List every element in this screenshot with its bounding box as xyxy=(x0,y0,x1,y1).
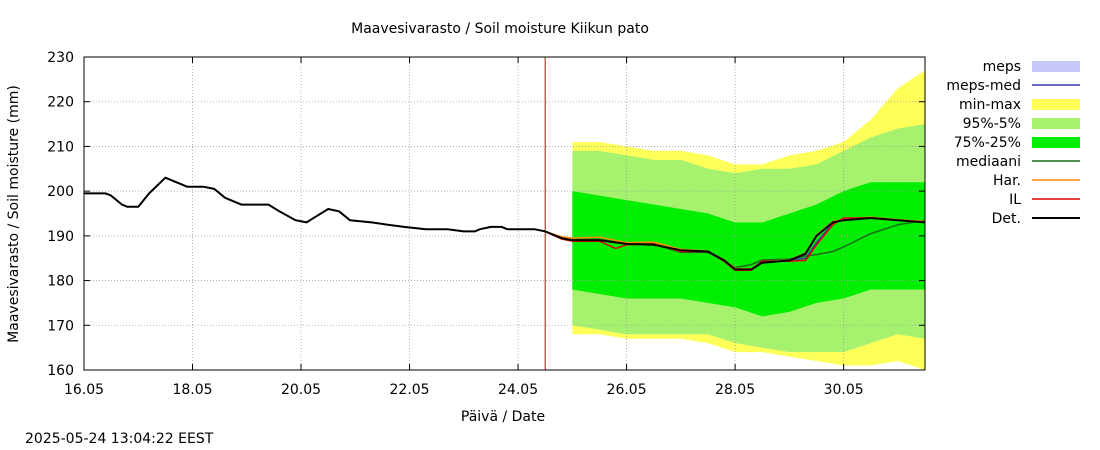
x-tick-label: 18.05 xyxy=(172,382,212,398)
x-tick-label: 24.05 xyxy=(498,382,538,398)
y-tick-label: 200 xyxy=(47,184,74,200)
legend-label: IL xyxy=(1009,192,1021,208)
legend-swatch xyxy=(1032,118,1080,129)
legend: meps meps-med min-max 95%-5% 75%-25% mediaani… xyxy=(946,59,1080,227)
y-tick-label: 220 xyxy=(47,95,74,111)
x-axis-ticks: 16.05 18.05 20.05 22.05 24.05 26.05 28.05 30.05 xyxy=(64,382,864,398)
plot-frame xyxy=(83,56,926,371)
legend-label: min-max xyxy=(959,97,1021,113)
x-tick-label: 30.05 xyxy=(824,382,864,398)
x-tick-label: 20.05 xyxy=(281,382,321,398)
plot-area xyxy=(83,56,926,371)
legend-label: Har. xyxy=(993,173,1021,189)
legend-swatch xyxy=(1032,99,1080,110)
forecast-bands xyxy=(572,70,925,371)
series-line-det xyxy=(84,176,546,233)
y-tick-label: 160 xyxy=(47,363,74,379)
legend-swatch xyxy=(1032,137,1080,148)
legend-swatch xyxy=(1032,61,1080,72)
x-tick-label: 28.05 xyxy=(715,382,755,398)
timestamp: 2025-05-24 13:04:22 EEST xyxy=(25,431,214,447)
band-75-25- xyxy=(572,182,925,317)
series-line-det xyxy=(544,217,926,271)
y-tick-label: 190 xyxy=(47,229,74,245)
chart-title: Maavesivarasto / Soil moisture Kiikun pa… xyxy=(351,21,649,37)
legend-label: meps xyxy=(983,59,1021,75)
y-axis-ticks: 160 170 180 190 200 210 220 230 xyxy=(47,50,74,379)
y-axis-label: Maavesivarasto / Soil moisture (mm) xyxy=(6,85,22,343)
x-tick-label: 26.05 xyxy=(607,382,647,398)
y-tick-label: 210 xyxy=(47,139,74,155)
series-lines xyxy=(84,176,926,272)
legend-label: meps-med xyxy=(946,78,1021,94)
y-tick-label: 180 xyxy=(47,274,74,290)
x-tick-label: 22.05 xyxy=(390,382,430,398)
legend-label: 95%-5% xyxy=(963,116,1021,132)
y-tick-label: 230 xyxy=(47,50,74,66)
legend-label: mediaani xyxy=(956,154,1021,170)
x-tick-label: 16.05 xyxy=(64,382,104,398)
x-axis-label: Päivä / Date xyxy=(461,409,545,425)
legend-label: 75%-25% xyxy=(954,135,1021,151)
legend-label: Det. xyxy=(992,211,1021,227)
y-tick-label: 170 xyxy=(47,318,74,334)
